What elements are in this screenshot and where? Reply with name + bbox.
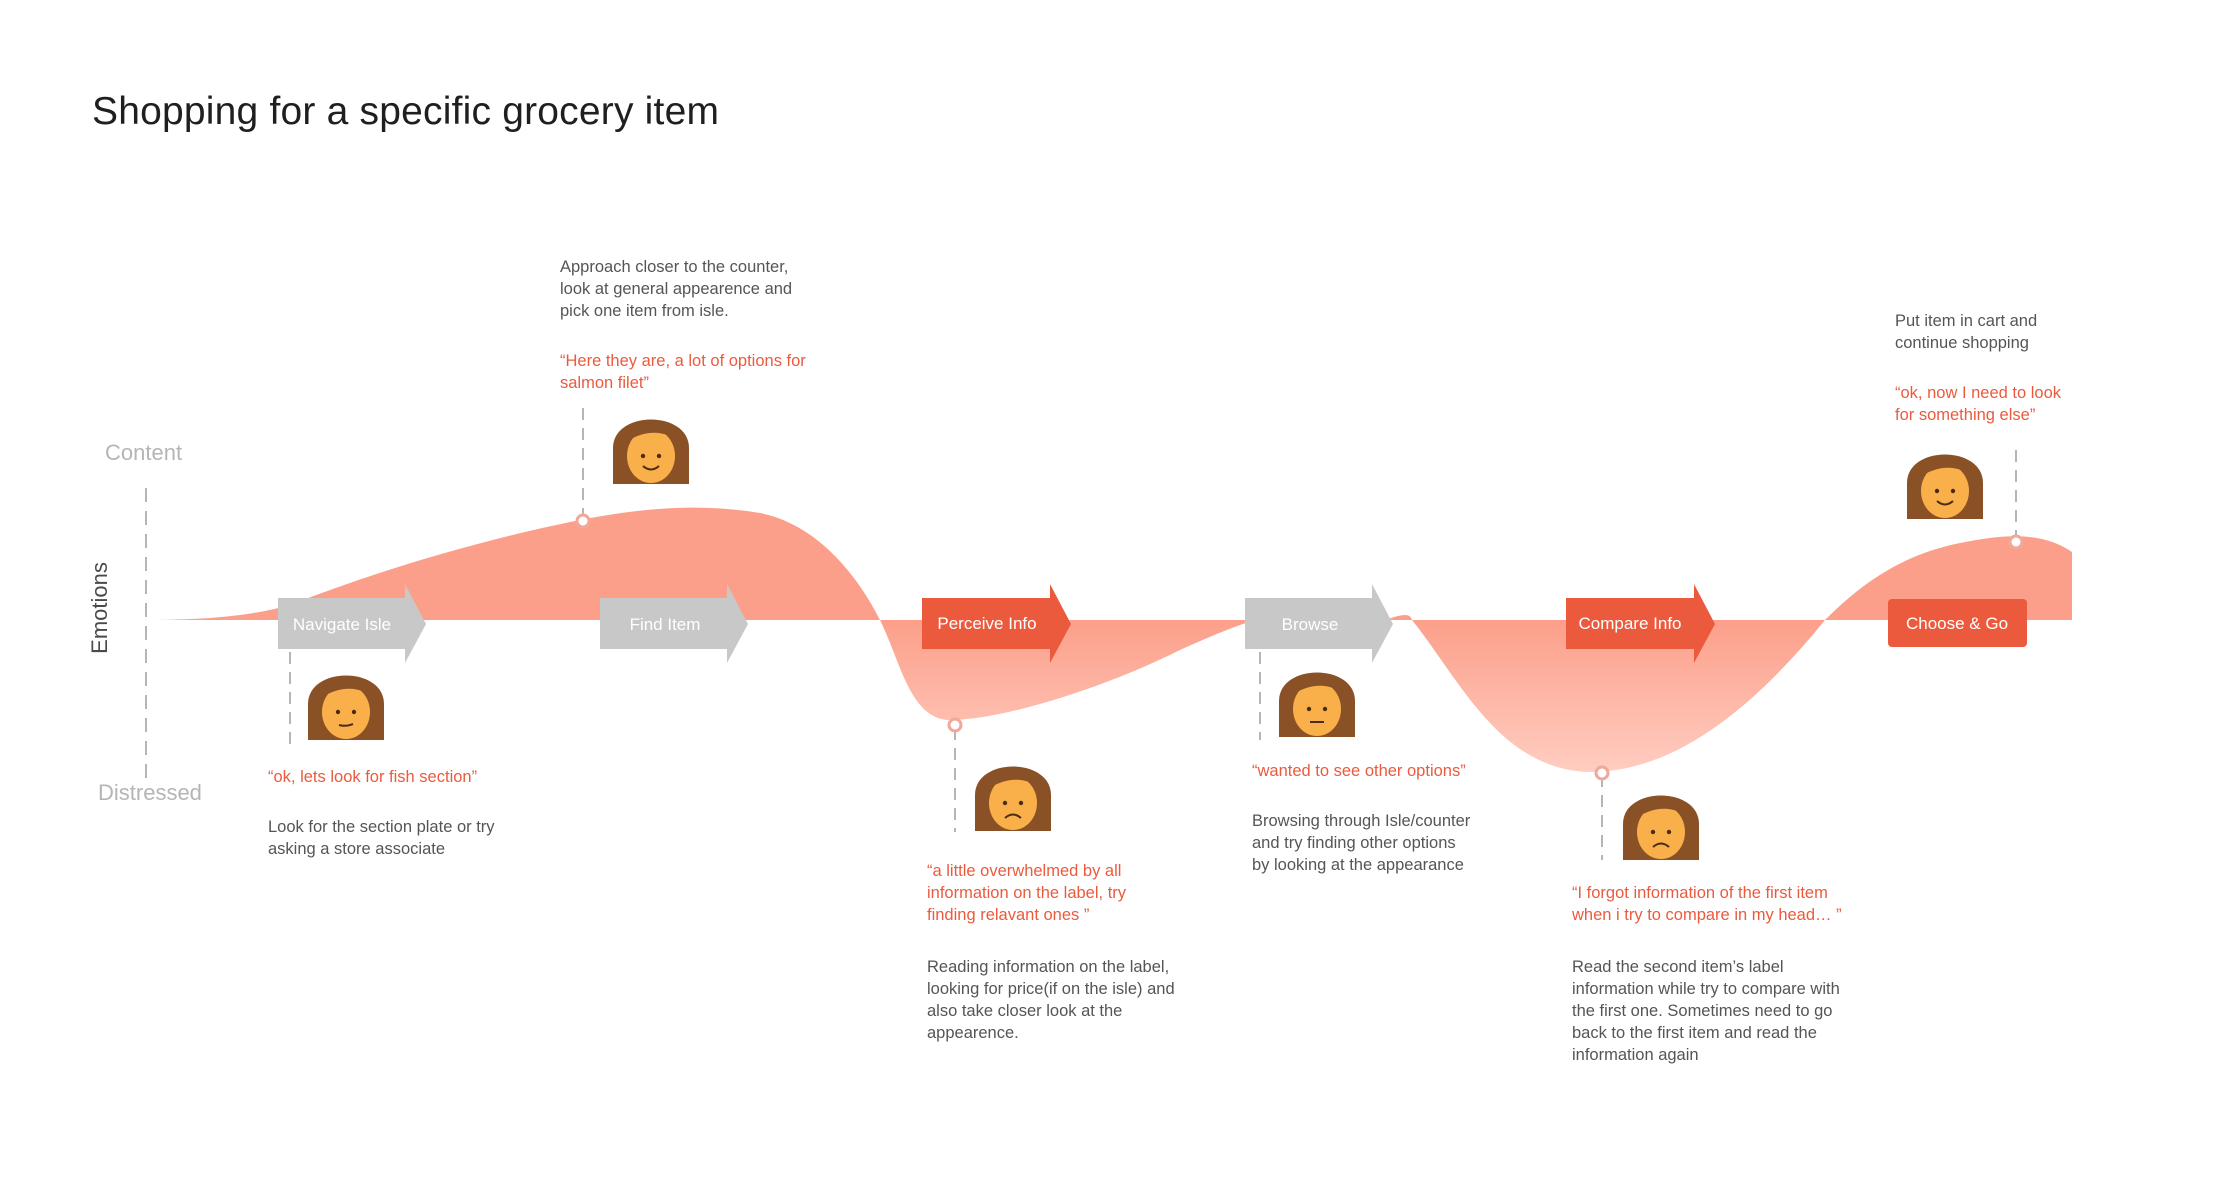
woman-avatar-icon <box>613 419 689 484</box>
eye <box>1322 706 1328 712</box>
eye <box>1018 800 1024 806</box>
eye <box>640 453 646 459</box>
step-find-item[interactable]: Find Item <box>600 584 748 663</box>
step-label: Browse <box>1282 615 1339 634</box>
woman-avatar-icon <box>1623 795 1699 860</box>
mouth <box>642 465 660 471</box>
end-step-button <box>1888 599 2027 647</box>
curve-marker <box>575 513 591 529</box>
step-perceive-info[interactable]: Perceive Info <box>922 584 1071 663</box>
moment-quote: “I forgot information of the first item … <box>1572 884 1842 924</box>
bangs-shape <box>1289 677 1347 697</box>
moment-description: Approach closer to the counter, look at … <box>560 258 793 320</box>
face-shape <box>322 685 370 739</box>
arrow-step-icon <box>278 584 426 663</box>
face-shape <box>1293 682 1341 736</box>
axis-bottom-label: Distressed <box>98 780 202 805</box>
moment-description: Look for the section plate or try asking… <box>268 818 495 858</box>
arrow-step-icon <box>1245 584 1393 663</box>
eye <box>351 709 357 715</box>
woman-avatar-icon <box>1907 454 1983 519</box>
emotion-curve-positive <box>146 507 2072 620</box>
bangs-shape <box>1917 459 1975 479</box>
face-shape <box>627 429 675 483</box>
eye <box>1934 488 1940 494</box>
eye <box>1950 488 1956 494</box>
woman-avatar-icon <box>1279 672 1355 737</box>
mouth <box>1936 500 1954 506</box>
step-label: Choose & Go <box>1906 614 2008 633</box>
bangs-shape <box>623 424 681 444</box>
step-label: Compare Info <box>1579 614 1682 633</box>
bangs-shape <box>985 771 1043 791</box>
page-title: Shopping for a specific grocery item <box>92 90 720 133</box>
moment-quote: “Here they are, a lot of options for sal… <box>560 352 806 392</box>
eye <box>1666 829 1672 835</box>
step-navigate-isle[interactable]: Navigate Isle <box>278 584 426 663</box>
face-shape <box>1637 805 1685 859</box>
eye <box>1306 706 1312 712</box>
step-label: Find Item <box>630 615 701 634</box>
curve-marker <box>947 717 963 733</box>
mouth <box>1652 842 1670 848</box>
moment-quote: “ok, lets look for fish section” <box>268 768 478 786</box>
moment-description: Read the second item’s label information… <box>1572 958 1840 1064</box>
eye <box>335 709 341 715</box>
mouth <box>1004 813 1022 819</box>
connector-lines <box>289 408 2017 860</box>
woman-avatar-icon <box>308 675 384 740</box>
bangs-shape <box>318 680 376 700</box>
step-label: Navigate Isle <box>293 615 391 634</box>
moment-description: Reading information on the label, lookin… <box>927 958 1175 1042</box>
step-label: Perceive Info <box>937 614 1036 633</box>
arrow-step-icon <box>1566 584 1715 663</box>
moment-quote: “wanted to see other options” <box>1252 762 1466 780</box>
curve-marker <box>1594 765 1610 781</box>
moment-quote: “ok, now I need to look for something el… <box>1895 384 2062 424</box>
curve-markers <box>575 513 2024 781</box>
eye <box>656 453 662 459</box>
moment-description: Browsing through Isle/counter and try fi… <box>1252 812 1471 874</box>
mouth <box>338 723 354 727</box>
face-shape <box>1921 464 1969 518</box>
axis-top-label: Content <box>105 440 183 465</box>
step-browse[interactable]: Browse <box>1245 584 1393 663</box>
moment-quote: “a little overwhelmed by all information… <box>927 862 1127 924</box>
eye <box>1002 800 1008 806</box>
face-shape <box>989 776 1037 830</box>
moment-description: Put item in cart and continue shopping <box>1895 312 2038 352</box>
bangs-shape <box>1633 800 1691 820</box>
emotion-curve-negative <box>880 620 1825 772</box>
eye <box>1650 829 1656 835</box>
step-compare-info[interactable]: Compare Info <box>1566 584 1715 663</box>
arrow-step-icon <box>600 584 748 663</box>
curve-marker <box>2008 534 2024 550</box>
arrow-step-icon <box>922 584 1071 663</box>
step-choose-go[interactable]: Choose & Go <box>1888 599 2027 647</box>
woman-avatar-icon <box>975 766 1051 831</box>
